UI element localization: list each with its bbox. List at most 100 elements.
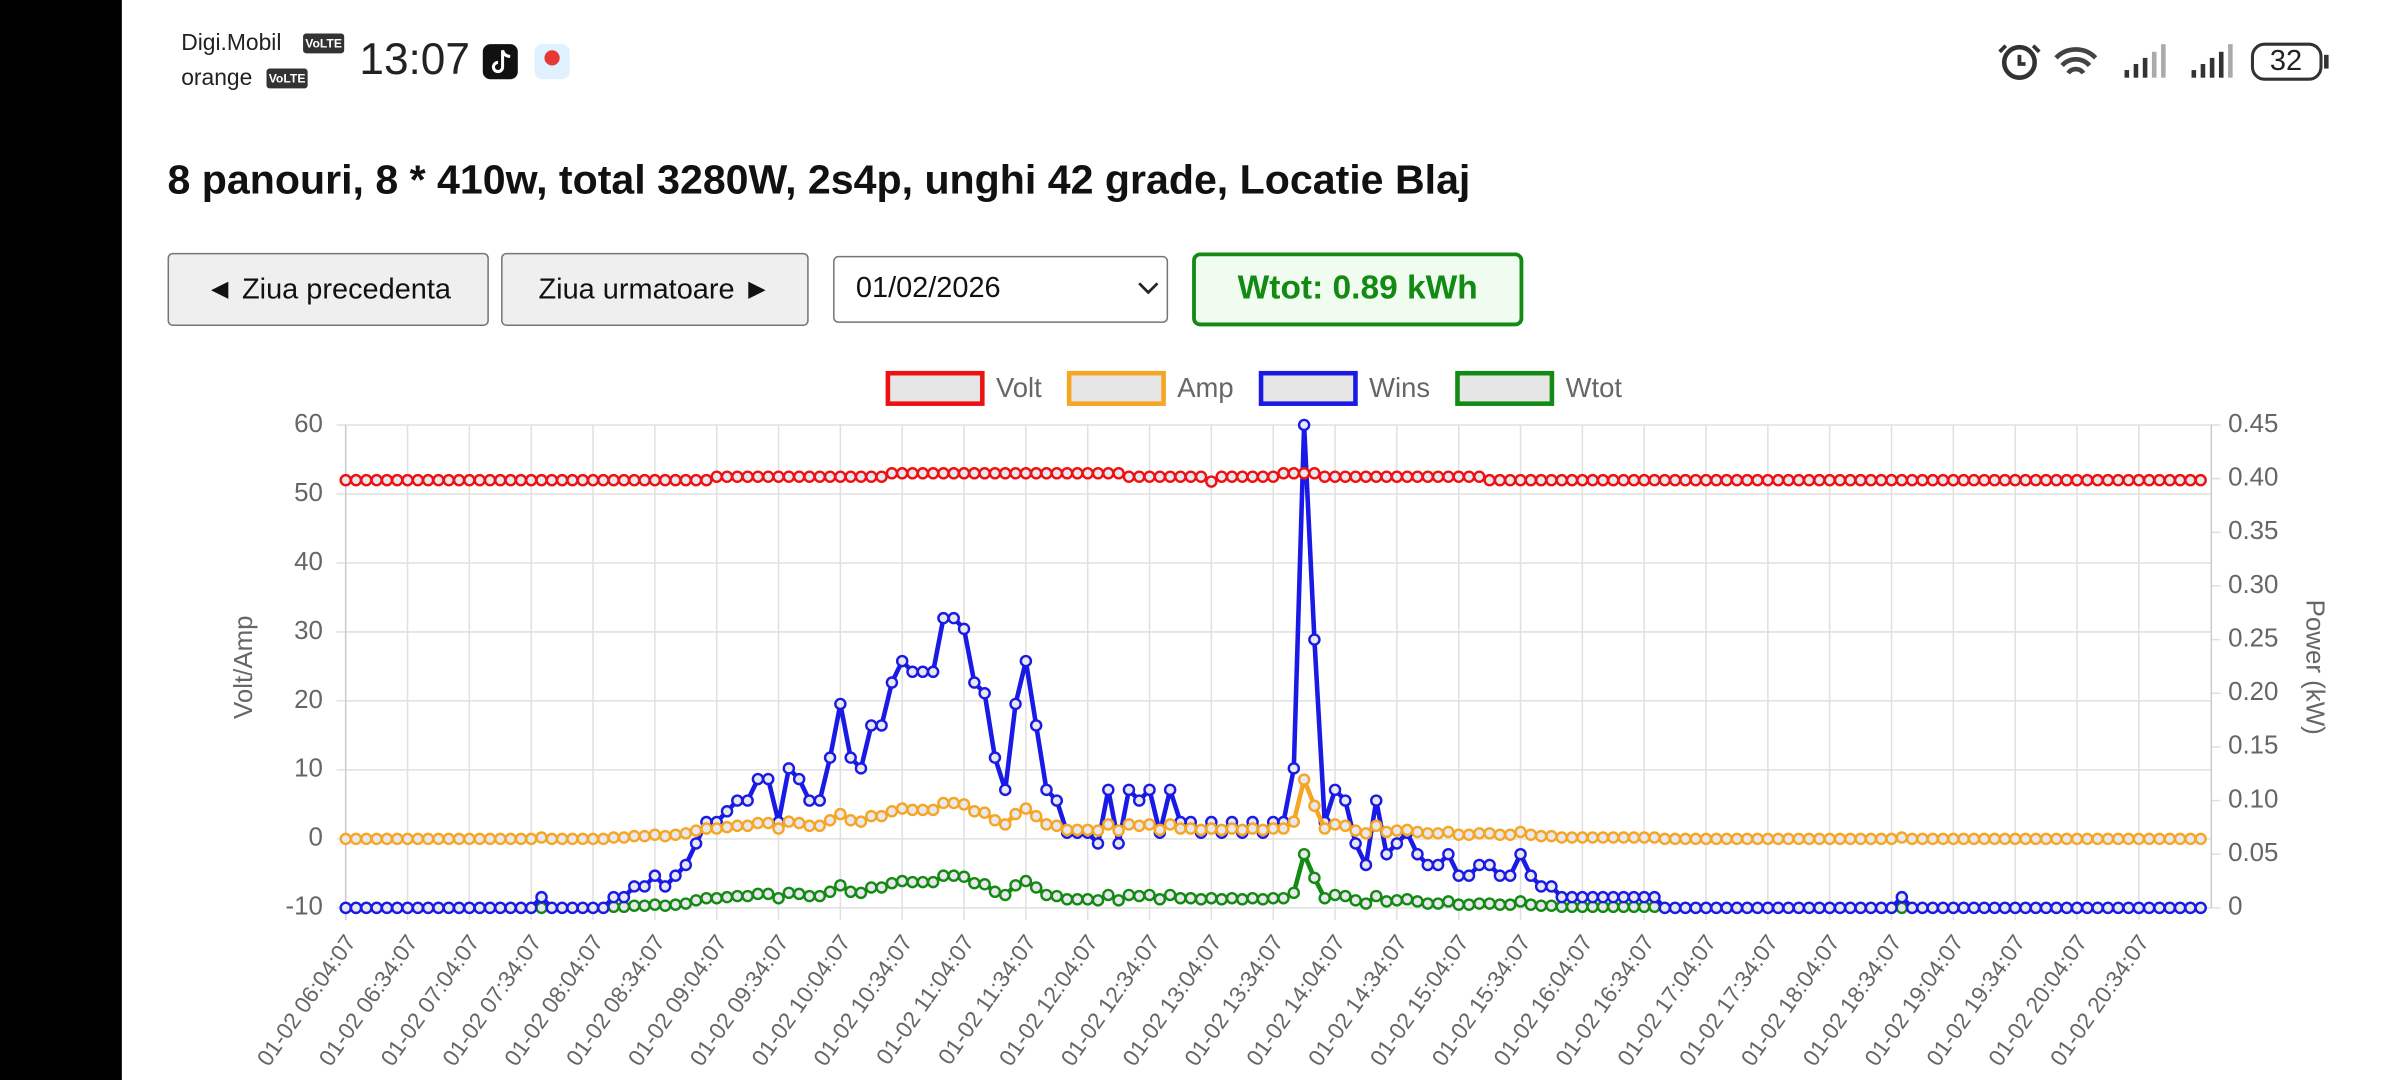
data-point [2039,832,2053,846]
data-point [1617,890,1630,904]
data-point [1431,470,1445,483]
data-point [1854,901,1867,915]
button-label[interactable]: ◄ Ziua precedenta [205,274,452,306]
data-point [1905,473,1919,487]
data-point [916,875,930,889]
data-point [1029,719,1043,732]
data-point [2132,832,2146,846]
data-point [2008,832,2022,846]
data-point [1050,467,1064,480]
data-point [1957,832,1970,846]
data-point [1359,858,1373,872]
data-point [741,470,754,483]
battery-icon [2250,42,2323,81]
data-point [1040,783,1053,797]
data-point [411,901,425,915]
data-point [1071,893,1084,906]
data-point [1710,901,1723,915]
data-point [854,470,868,483]
select-frame[interactable] [833,255,1169,323]
left-bezel [0,0,122,1080]
data-point [576,901,589,915]
data-point [586,901,600,915]
data-point [2060,901,2073,915]
data-point [813,819,827,833]
data-point [1215,470,1228,483]
data-point [1236,470,1249,483]
data-point [1400,893,1414,906]
button-frame[interactable] [501,252,809,326]
date-select[interactable]: 01/02/2026 [833,255,1169,323]
data-point [617,890,631,904]
data-point [638,473,651,487]
data-point [885,876,899,890]
data-point [1060,823,1074,837]
data-point [2008,901,2022,915]
data-point [1699,901,1713,915]
legend-item: Wins [1258,370,1430,406]
data-point [1751,832,1764,846]
data-point [823,751,837,764]
data-point [1421,858,1435,872]
data-point [875,881,888,894]
data-point [1802,901,1816,915]
data-point [1782,832,1795,846]
data-point [999,467,1012,480]
data-point [823,885,837,899]
data-point [1802,832,1816,846]
data-point [2029,832,2043,846]
total-badge [1192,252,1524,327]
data-point [555,901,569,915]
data-point [926,875,940,889]
data-point [823,470,837,483]
carrier: Digi.Mobil [181,29,281,55]
data-point [1988,473,2001,487]
data-point [1545,880,1558,893]
next-button[interactable]: Ziua urmatoare ► [501,252,809,326]
data-point [1308,633,1321,646]
data-point [803,794,816,807]
data-point [1751,901,1764,915]
data-point [895,654,909,668]
prev-button[interactable]: ◄ Ziua precedenta [167,252,489,326]
y-tick-label: 20 [294,686,323,714]
button-label[interactable]: Ziua urmatoare ► [538,274,771,306]
data-point [658,829,672,843]
data-point [2153,901,2166,915]
data-point [1452,869,1465,882]
data-point [1514,473,1527,487]
data-point [1370,889,1383,903]
data-point [1534,473,1548,487]
data-point [1813,832,1826,846]
data-point [1349,837,1362,850]
data-point [1545,473,1558,487]
data-point [813,794,827,807]
data-point [834,697,847,711]
battery-level: 32 [2270,45,2302,77]
data-point [1916,473,1929,487]
data-point [710,891,723,905]
data-point [504,832,517,846]
data-point [1163,470,1177,483]
button-frame[interactable] [167,252,489,326]
data-point [968,876,981,890]
data-point [1297,418,1311,432]
data-point [720,890,734,904]
data-point [947,611,960,625]
data-point [1586,890,1599,904]
data-point [865,881,878,894]
data-point [628,473,641,487]
data-point [1225,470,1239,483]
data-point [339,832,352,846]
data-point [1277,822,1290,835]
data-point [1246,822,1259,835]
data-point [669,828,682,841]
data-point [1761,473,1775,487]
data-point [1462,470,1476,483]
select-value[interactable]: 01/02/2026 [856,272,1001,304]
data-point [1359,470,1373,483]
data-point [473,832,486,846]
y-tick-label: 0 [308,824,322,852]
data-point [1710,473,1723,487]
data-point [1967,473,1981,487]
